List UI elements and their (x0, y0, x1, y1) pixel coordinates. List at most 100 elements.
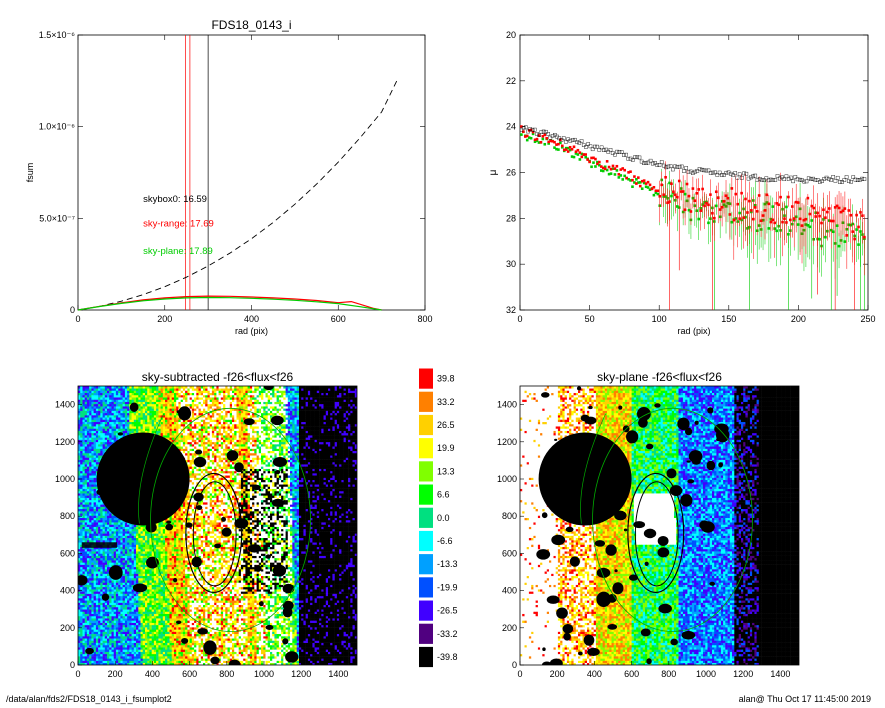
heatmap-cell (256, 629, 260, 632)
profile-point (818, 237, 821, 241)
heatmap-cell (182, 613, 186, 617)
heatmap-cell (223, 647, 226, 650)
heatmap-cell (214, 636, 217, 639)
heatmap-cell (131, 638, 135, 641)
heatmap-cell (225, 609, 228, 612)
heatmap-cell (341, 640, 344, 643)
heatmap-cell (265, 615, 269, 619)
heatmap-cell (118, 607, 121, 610)
heatmap-cell (136, 647, 139, 650)
heatmap-cell (104, 640, 108, 643)
profile-point (544, 129, 548, 134)
heatmap-cell (187, 600, 190, 603)
heatmap-cell (350, 602, 353, 606)
fsum-ylabel: fsum (25, 163, 35, 183)
heatmap-cell (93, 631, 97, 635)
heatmap-cell (174, 600, 177, 603)
heatmap-cell (236, 604, 240, 608)
heatmap-cell (145, 627, 148, 630)
profile-point (809, 177, 813, 181)
profile-point (650, 187, 654, 191)
heatmap-cell (350, 624, 353, 628)
heatmap-cell (115, 627, 119, 630)
heatmap-cell (296, 640, 300, 643)
heatmap-cell (189, 600, 193, 603)
heatmap-cell (104, 656, 108, 659)
heatmap-cell (332, 633, 335, 637)
profile-point (537, 141, 541, 144)
heatmap-cell (138, 656, 141, 659)
heatmap-cell (98, 633, 101, 637)
heatmap-cell (343, 624, 347, 628)
heatmap-cell (162, 656, 166, 659)
heatmap-cell (287, 593, 291, 597)
heatmap-cell (270, 656, 273, 659)
heatmap-cell (276, 611, 280, 614)
heatmap-cell (294, 615, 298, 619)
heatmap-cell (287, 640, 291, 643)
heatmap-cell (78, 624, 81, 628)
heatmap-cell (316, 662, 320, 665)
heatmap-cell (189, 631, 193, 635)
heatmap-cell (287, 662, 291, 665)
heatmap-cell (310, 607, 313, 610)
heatmap-cell (310, 660, 313, 664)
heatmap-cell (328, 615, 331, 619)
heatmap-cell (345, 656, 349, 659)
heatmap-cell (354, 662, 357, 665)
heatmap-cell (133, 642, 137, 646)
heatmap-cell (169, 618, 173, 621)
heatmap-cell (265, 660, 269, 664)
heatmap-cell (120, 595, 123, 599)
heatmap-cell (189, 593, 193, 597)
heatmap-cell (93, 600, 97, 603)
heatmap-cell (207, 653, 211, 657)
heatmap-cell (263, 598, 266, 601)
heatmap-cell (84, 662, 88, 665)
heatmap-cell (312, 653, 315, 657)
heatmap-cell (182, 649, 186, 652)
heatmap-cell (180, 649, 184, 652)
heatmap-cell (107, 653, 110, 657)
heatmap-cell (133, 629, 137, 632)
heatmap-cell (124, 629, 128, 632)
heatmap-cell (86, 658, 90, 661)
heatmap-cell (216, 600, 219, 603)
heatmap-cell (336, 609, 340, 612)
profile-point (605, 168, 609, 172)
heatmap-cell (352, 636, 356, 639)
heatmap-cell (129, 604, 132, 608)
heatmap-cell (160, 636, 164, 639)
heatmap-cell (162, 651, 166, 655)
heatmap-cell (227, 613, 231, 617)
heatmap-cell (345, 622, 349, 626)
heatmap-cell (95, 591, 99, 594)
heatmap-cell (245, 651, 248, 655)
heatmap-cell (196, 604, 199, 608)
heatmap-cell (278, 633, 282, 637)
heatmap-cell (341, 593, 344, 597)
heatmap-cell (147, 609, 150, 612)
heatmap-cell (171, 618, 175, 621)
heatmap-cell (198, 602, 202, 606)
heatmap-cell (243, 629, 246, 632)
profile-point (523, 135, 527, 138)
heatmap-cell (127, 651, 130, 655)
profile-point (541, 135, 545, 138)
heatmap-cell (301, 615, 304, 619)
heatmap-cell (247, 660, 251, 664)
heatmap-cell (176, 638, 179, 641)
heatmap-cell (243, 604, 246, 608)
heatmap-cell (332, 624, 335, 628)
heatmap-cell (319, 662, 322, 665)
heatmap-cell (285, 647, 289, 650)
heatmap-cell (352, 595, 356, 599)
heatmap-cell (80, 613, 83, 617)
heatmap-cell (232, 591, 235, 594)
heatmap-cell (165, 653, 168, 657)
heatmap-cell (272, 651, 275, 655)
heatmap-cell (86, 618, 90, 621)
heatmap-cell (310, 662, 313, 665)
heatmap-cell (187, 602, 190, 606)
heatmap-cell (131, 598, 135, 601)
